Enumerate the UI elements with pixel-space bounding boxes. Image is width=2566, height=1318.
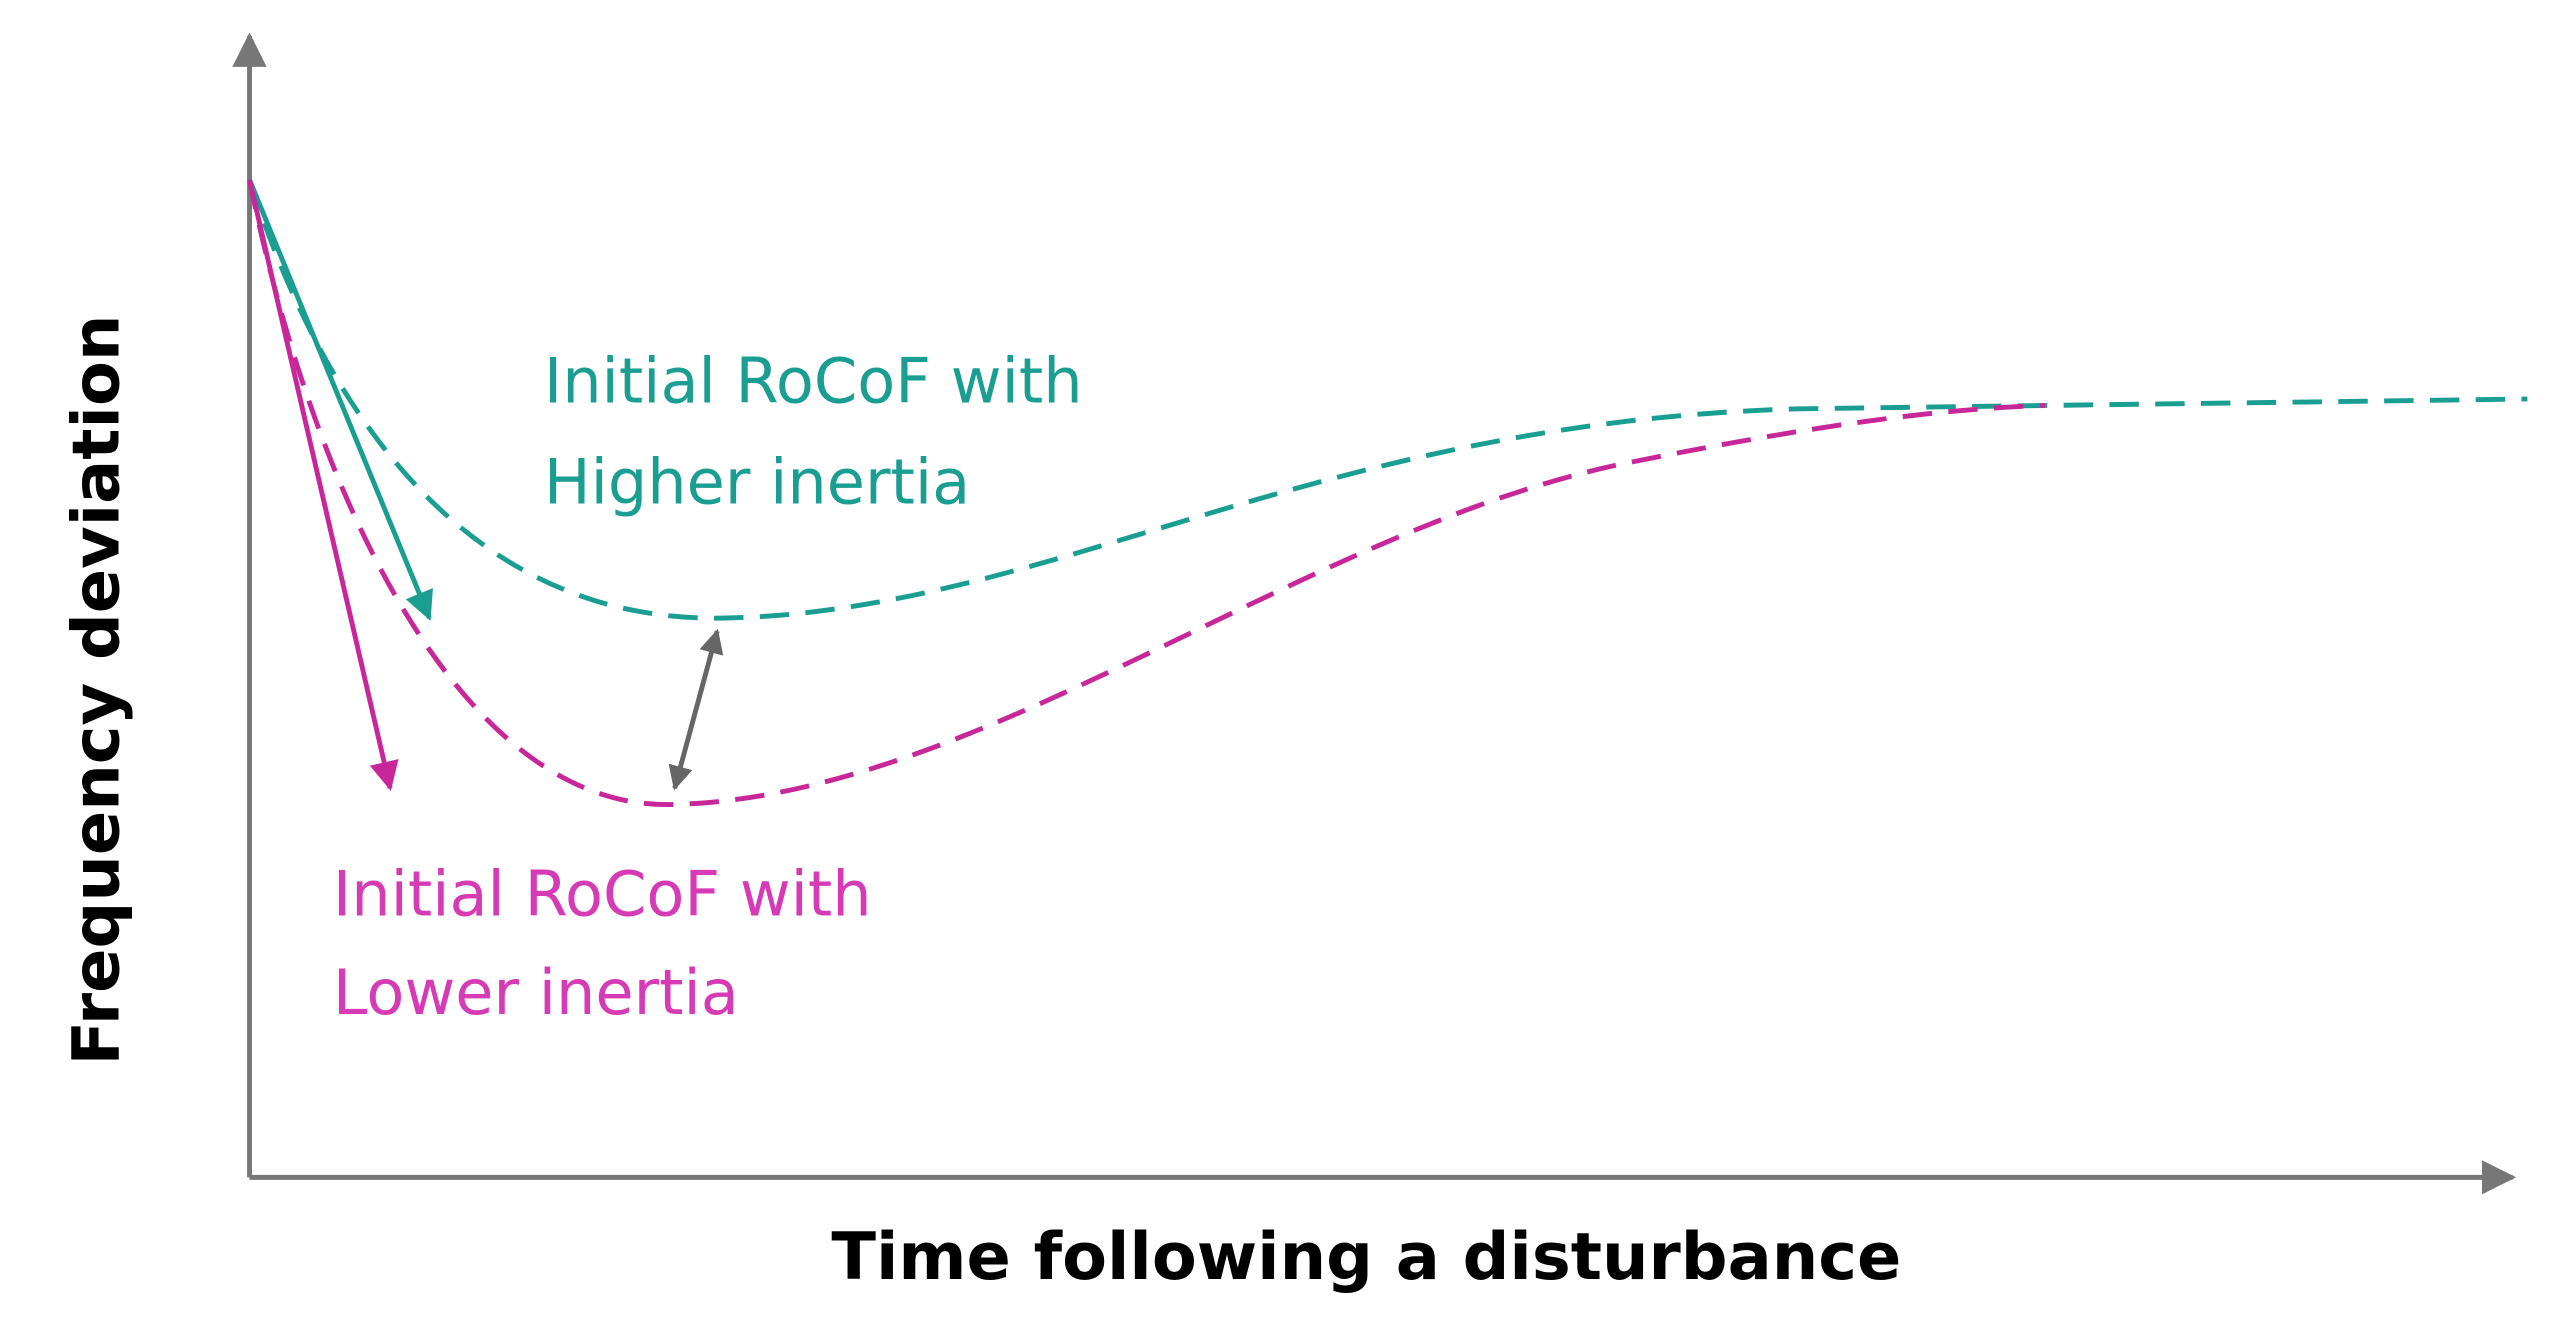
difference-arrow <box>668 628 724 791</box>
higher-rocof-arrow <box>247 178 433 621</box>
annotation: Initial RoCoF with <box>333 858 872 931</box>
annotation: Higher inertia <box>544 446 970 519</box>
x-axis-label: Time following a disturbance <box>831 1219 1901 1295</box>
y-axis-label: Frequency deviation <box>59 315 135 1066</box>
lower-rocof-arrow <box>247 179 399 792</box>
lower-inertia-curve <box>247 179 2046 808</box>
higher-inertia-curve <box>247 179 2528 621</box>
annotation: Lower inertia <box>333 956 739 1029</box>
annotation: Initial RoCoF with <box>544 344 1083 417</box>
